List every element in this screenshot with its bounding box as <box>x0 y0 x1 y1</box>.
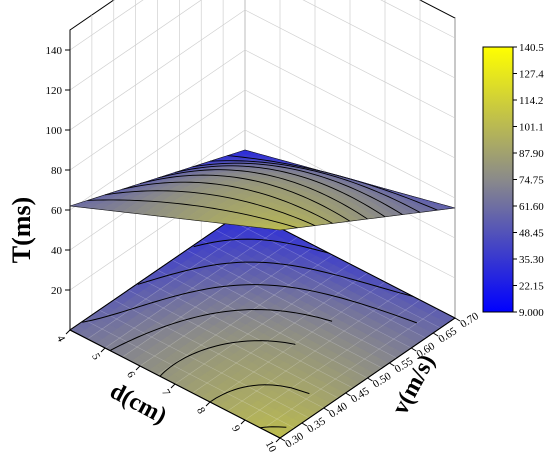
colorbar-tick-label: 48.45 <box>519 228 544 240</box>
floor-grid <box>215 229 426 339</box>
y-axis-title: v(m/s) <box>387 350 440 419</box>
floor-grid <box>171 259 383 369</box>
floor-grid <box>113 299 324 409</box>
bottom-contour-map <box>69 209 456 439</box>
y-tick-mark <box>279 437 286 442</box>
floor-grid <box>230 219 441 329</box>
colorbar-tick-label: 9.000 <box>519 307 544 319</box>
surface-contour-line <box>104 190 316 227</box>
floor-grid <box>244 299 421 421</box>
floor-contour-line <box>193 238 330 254</box>
colorbar-tick-label: 61.60 <box>519 201 544 213</box>
z-tick-label: 120 <box>46 85 63 97</box>
floor-contour-line <box>159 340 296 377</box>
floor-grid <box>104 227 281 349</box>
x-tick-mark <box>240 419 246 425</box>
z-tick-label: 60 <box>51 205 63 217</box>
surface-contour-line <box>157 169 368 220</box>
x-tick-mark <box>100 347 106 353</box>
floor-grid <box>186 249 397 359</box>
y-tick-mark <box>367 377 373 382</box>
colorbar-tick-label: 74.75 <box>519 175 544 187</box>
x-tick-mark <box>170 383 176 389</box>
x-tick-mark <box>65 329 71 335</box>
z-axis-title: T(ms) <box>7 197 36 263</box>
x-tick-label: 7 <box>159 387 172 398</box>
y-tick-mark <box>389 362 395 367</box>
floor-contour-line <box>109 309 333 352</box>
surface-contour-line <box>209 160 421 213</box>
surface-contour-line <box>87 199 298 229</box>
colorbar-tick-label: 140.5 <box>519 42 544 54</box>
z-tick-label: 140 <box>46 45 63 57</box>
response-surface <box>69 149 456 231</box>
y-tick-mark <box>432 332 439 337</box>
colorbar-tick-label: 87.90 <box>519 148 544 160</box>
surface-contour-line <box>139 174 351 222</box>
floor-contour-line <box>209 384 310 403</box>
floor-grid <box>99 309 310 419</box>
floor-grid <box>227 290 403 412</box>
floor-grid <box>192 272 368 394</box>
y-tick-mark <box>345 392 351 397</box>
floor-grid <box>84 319 295 429</box>
x-tick-label: 9 <box>229 423 242 434</box>
floor-grid <box>201 239 412 349</box>
floor-grid <box>174 263 351 385</box>
floor-grid <box>87 218 263 340</box>
floor-grid <box>122 236 298 358</box>
floor-grid <box>157 269 368 379</box>
y-tick-mark <box>410 347 417 352</box>
x-tick-label: 5 <box>89 351 102 362</box>
surface-contour-line <box>174 165 386 218</box>
y-tick-mark <box>454 317 461 322</box>
x-tick-mark <box>275 437 281 443</box>
axes <box>65 30 461 443</box>
floor-grid <box>262 308 438 430</box>
surface-contour-line <box>122 181 333 224</box>
z-tick-label: 40 <box>51 245 63 257</box>
x-tick-label: 4 <box>54 333 67 344</box>
surface-edge <box>69 149 456 231</box>
floor-grid <box>139 245 316 367</box>
floor-contour-line <box>259 426 287 429</box>
x-axis-title: d(cm) <box>106 378 171 429</box>
y-tick-label: 0.70 <box>458 310 481 331</box>
colorbar-tick-label: 101.1 <box>519 122 544 134</box>
y-tick-mark <box>301 422 308 427</box>
colorbar-tick-label: 35.30 <box>519 254 544 266</box>
floor-contour-line <box>137 261 414 297</box>
floor-contour-line <box>82 284 418 324</box>
z-tick-label: 100 <box>46 125 63 137</box>
x-tick-mark <box>135 365 141 371</box>
y-tick-mark <box>323 407 330 412</box>
z-tick-label: 80 <box>51 165 63 177</box>
colorbar-tick-label: 22.15 <box>519 281 544 293</box>
floor-grid <box>128 289 339 399</box>
floor-grid <box>157 254 333 376</box>
x-tick-mark <box>205 401 211 407</box>
floor-grid <box>142 279 354 389</box>
colorbar-gradient <box>482 46 514 313</box>
colorbar-tick-label: 114.2 <box>519 95 543 107</box>
z-tick-label: 20 <box>51 285 63 297</box>
x-tick-label: 6 <box>124 369 137 380</box>
surface-contour-line <box>192 162 403 215</box>
x-tick-label: 8 <box>194 405 207 416</box>
colorbar: 140.5 127.4 114.2 101.1 87.90 74.75 61.60 48.45… <box>482 42 544 319</box>
colorbar-tick-label: 127.4 <box>519 69 544 81</box>
